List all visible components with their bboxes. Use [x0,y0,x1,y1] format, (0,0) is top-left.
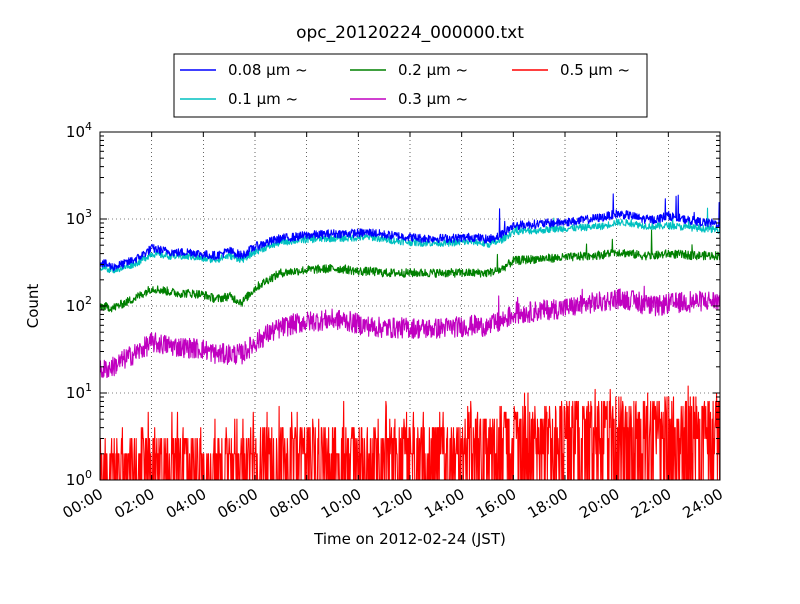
y-tick-base: 10 [66,123,85,141]
y-tick-base: 10 [66,471,85,489]
y-tick-exponent: 0 [85,468,92,481]
legend-frame [173,53,648,118]
y-tick-exponent: 4 [85,120,92,133]
legend-label: 0.5 μm ~ [560,61,630,79]
legend-label: 0.3 μm ~ [398,90,468,108]
y-tick-base: 10 [66,297,85,315]
series-line [100,229,720,313]
series-line [100,285,720,379]
y-tick-label: 102 [66,294,92,315]
y-tick-label: 101 [66,381,92,402]
legend: 0.08 μm ~ 0.1 μm ~ 0.2 μm ~ 0.3 μm ~ 0.5 μm … [173,53,648,118]
y-axis-label: Count [24,284,42,329]
chart-title: opc_20120224_000000.txt [296,23,524,43]
legend-label: 0.08 μm ~ [228,61,308,79]
y-tick-exponent: 2 [85,294,92,307]
y-tick-label: 104 [66,120,92,141]
y-tick-exponent: 3 [85,207,92,220]
y-tick-base: 10 [66,210,85,228]
y-tick-exponent: 1 [85,381,92,394]
series-lines [100,193,720,480]
x-axis-label: Time on 2012-02-24 (JST) [313,530,506,548]
y-tick-label: 103 [66,207,92,228]
series-line [100,385,720,480]
series-line [100,207,720,274]
legend-label: 0.2 μm ~ [398,61,468,79]
series-line [100,193,720,272]
legend-label: 0.1 μm ~ [228,90,298,108]
y-tick-base: 10 [66,384,85,402]
y-tick-label: 100 [66,468,92,489]
